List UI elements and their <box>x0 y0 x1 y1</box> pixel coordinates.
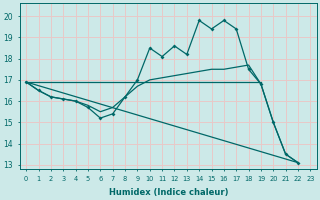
X-axis label: Humidex (Indice chaleur): Humidex (Indice chaleur) <box>108 188 228 197</box>
